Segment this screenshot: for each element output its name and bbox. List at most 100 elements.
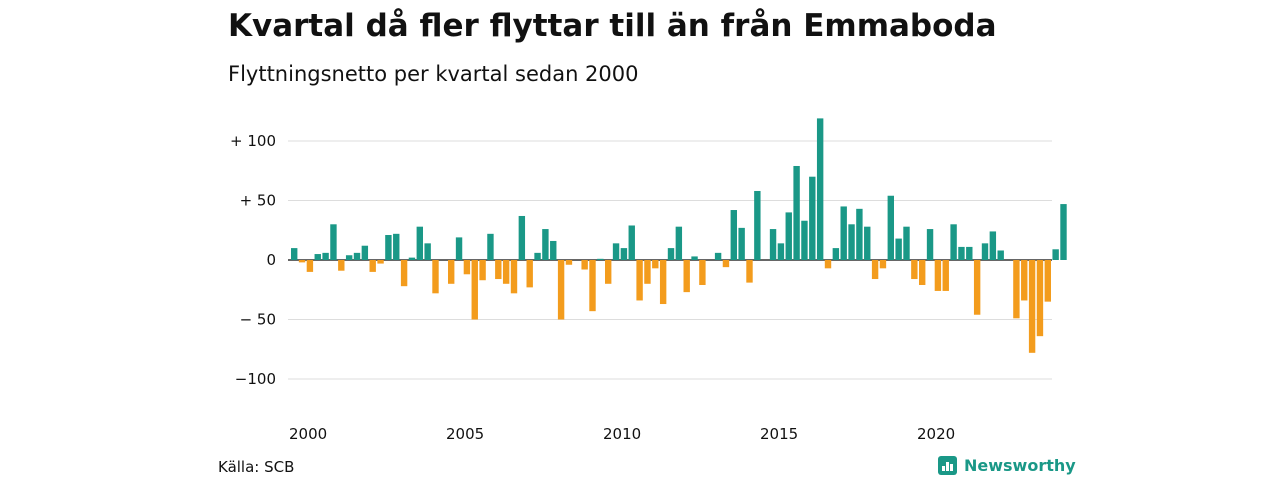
bar-2005-k2[interactable] — [455, 237, 463, 260]
bar-2004-k2[interactable] — [424, 243, 431, 260]
bar-2016-k4[interactable] — [816, 118, 824, 260]
bar-2008-k3[interactable] — [557, 260, 565, 320]
bar-2014-k1[interactable] — [730, 210, 737, 260]
bar-2014-k3[interactable] — [746, 260, 753, 283]
bar-2023-k1[interactable] — [1013, 260, 1020, 319]
bar-2012-k4[interactable] — [691, 256, 698, 260]
bar-2012-k2[interactable] — [675, 226, 683, 260]
bar-2012-k1[interactable] — [667, 248, 675, 260]
bar-2005-k1[interactable] — [448, 260, 455, 284]
bar-2002-k1[interactable] — [353, 252, 361, 260]
bar-2024-k2[interactable] — [1052, 249, 1059, 260]
bar-2003-k3[interactable] — [400, 260, 408, 287]
bar-2008-k4[interactable] — [565, 260, 573, 265]
y-tick-label: −100 — [235, 370, 276, 388]
bar-2019-k1[interactable] — [887, 195, 894, 260]
bar-2013-k3[interactable] — [714, 252, 722, 260]
bar-2010-k4[interactable] — [628, 225, 635, 260]
bar-2022-k3[interactable] — [997, 250, 1004, 260]
bar-2013-k1[interactable] — [699, 260, 706, 285]
bar-2013-k4[interactable] — [722, 260, 730, 268]
bar-2015-k3[interactable] — [777, 243, 785, 260]
bar-2001-k4[interactable] — [345, 255, 353, 260]
bar-2006-k3[interactable] — [495, 260, 502, 280]
bar-2017-k4[interactable] — [848, 224, 855, 260]
bar-2006-k1[interactable] — [479, 260, 486, 281]
bar-2007-k2[interactable] — [518, 215, 526, 260]
y-tick-label: − 50 — [240, 311, 276, 329]
bar-2015-k4[interactable] — [785, 212, 792, 260]
bar-2021-k2[interactable] — [958, 246, 965, 260]
bar-2014-k2[interactable] — [738, 227, 745, 260]
bar-2010-k3[interactable] — [620, 248, 628, 260]
bar-2015-k2[interactable] — [769, 229, 777, 260]
bar-2023-k2[interactable] — [1021, 260, 1028, 301]
bar-2007-k1[interactable] — [510, 260, 518, 294]
bar-2006-k4[interactable] — [502, 260, 510, 284]
bar-2020-k1[interactable] — [919, 260, 926, 285]
bar-2005-k3[interactable] — [463, 260, 471, 275]
x-tick-label: 2020 — [917, 425, 955, 443]
newsworthy-logo-icon — [938, 456, 957, 475]
bar-2009-k2[interactable] — [581, 260, 588, 270]
bar-2023-k4[interactable] — [1036, 260, 1044, 337]
bar-2008-k2[interactable] — [550, 240, 557, 260]
bar-2007-k3[interactable] — [526, 260, 533, 288]
bar-2017-k1[interactable] — [824, 260, 832, 269]
bar-2011-k4[interactable] — [659, 260, 667, 305]
bar-2018-k2[interactable] — [864, 226, 871, 260]
bar-2019-k2[interactable] — [895, 238, 902, 260]
bar-2004-k1[interactable] — [416, 226, 423, 260]
bar-2003-k4[interactable] — [408, 257, 416, 260]
y-tick-label: + 100 — [230, 132, 276, 150]
bar-2001-k2[interactable] — [330, 224, 337, 260]
bar-2018-k1[interactable] — [856, 208, 863, 260]
bar-2011-k2[interactable] — [644, 260, 651, 284]
bar-2000-k2[interactable] — [298, 260, 306, 263]
bar-2009-k4[interactable] — [597, 258, 604, 260]
bar-2009-k3[interactable] — [589, 260, 596, 312]
bar-2022-k2[interactable] — [989, 231, 997, 260]
bar-2016-k1[interactable] — [793, 165, 800, 260]
bar-2011-k1[interactable] — [636, 260, 643, 301]
bar-2000-k4[interactable] — [314, 254, 321, 260]
bar-2024-k1[interactable] — [1044, 260, 1051, 302]
bar-2000-k1[interactable] — [291, 248, 298, 260]
bar-2016-k3[interactable] — [809, 176, 816, 260]
bar-2003-k2[interactable] — [393, 233, 400, 260]
bar-2020-k3[interactable] — [934, 260, 942, 291]
bar-2012-k3[interactable] — [683, 260, 690, 293]
bar-2002-k2[interactable] — [361, 245, 369, 260]
bar-2002-k3[interactable] — [369, 260, 376, 272]
bar-2010-k2[interactable] — [612, 243, 620, 260]
bar-2020-k2[interactable] — [926, 229, 934, 260]
bar-2017-k3[interactable] — [840, 206, 847, 260]
bar-2019-k4[interactable] — [911, 260, 918, 280]
bar-2003-k1[interactable] — [385, 235, 392, 260]
bar-2000-k3[interactable] — [306, 260, 314, 272]
bar-2011-k3[interactable] — [652, 260, 659, 269]
bar-2020-k4[interactable] — [942, 260, 949, 291]
bar-2019-k3[interactable] — [903, 226, 910, 260]
bar-2021-k3[interactable] — [966, 246, 973, 260]
bar-2001-k1[interactable] — [322, 252, 329, 260]
bar-2022-k1[interactable] — [981, 243, 989, 260]
bar-2010-k1[interactable] — [605, 260, 612, 284]
bar-2018-k4[interactable] — [879, 260, 887, 269]
bar-2002-k4[interactable] — [377, 260, 384, 264]
newsworthy-logo[interactable]: Newsworthy — [938, 456, 1076, 475]
bar-2001-k3[interactable] — [338, 260, 345, 271]
bar-2024-k3[interactable] — [1060, 204, 1067, 260]
bar-2021-k1[interactable] — [950, 224, 957, 260]
bar-2006-k2[interactable] — [487, 233, 494, 260]
bar-2005-k4[interactable] — [471, 260, 478, 320]
bar-2014-k4[interactable] — [754, 190, 761, 260]
bar-2023-k3[interactable] — [1028, 260, 1036, 353]
bar-2018-k3[interactable] — [871, 260, 879, 280]
bar-2008-k1[interactable] — [542, 229, 549, 260]
bar-2004-k3[interactable] — [432, 260, 439, 294]
bar-2017-k2[interactable] — [832, 248, 840, 260]
bar-2021-k4[interactable] — [973, 260, 981, 315]
bar-2007-k4[interactable] — [534, 252, 541, 260]
bar-2016-k2[interactable] — [801, 220, 808, 260]
